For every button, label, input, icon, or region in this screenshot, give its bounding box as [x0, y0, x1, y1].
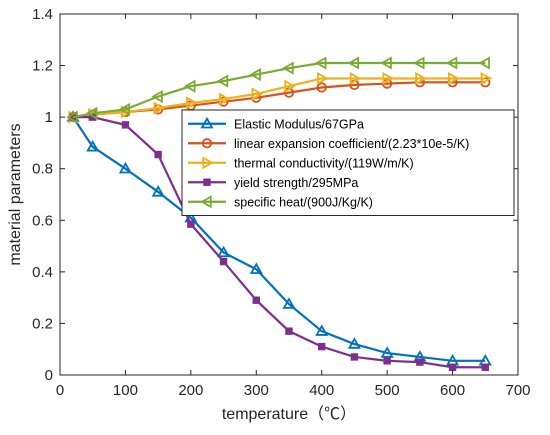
data-point — [252, 296, 260, 304]
data-point — [154, 150, 162, 159]
data-point — [314, 56, 327, 70]
x-tick-label: 400 — [309, 382, 334, 399]
y-tick-label: 0.6 — [32, 212, 53, 229]
data-point — [200, 116, 214, 129]
legend-item: Elastic Modulus/67GPa — [188, 116, 364, 131]
data-point — [317, 71, 329, 86]
x-tick-label: 700 — [505, 382, 530, 399]
data-point — [282, 297, 296, 309]
data-point — [383, 357, 391, 365]
data-point — [249, 262, 263, 274]
y-tick-label: 1.4 — [32, 6, 53, 23]
x-tick-label: 100 — [113, 382, 138, 399]
data-point — [219, 257, 228, 266]
x-tick-label: 300 — [244, 382, 269, 399]
legend-label: yield strength/295MPa — [234, 176, 358, 190]
data-point — [153, 101, 165, 115]
data-point — [218, 92, 231, 106]
data-point — [216, 74, 229, 88]
legend-item: linear expansion coefficient/(2.23*10e-5… — [188, 137, 469, 151]
data-point — [445, 56, 458, 70]
data-point — [448, 363, 457, 371]
data-point — [202, 156, 214, 170]
data-point — [121, 121, 130, 129]
data-point — [118, 161, 132, 174]
data-point — [186, 96, 198, 110]
data-point — [200, 195, 212, 209]
series — [66, 110, 492, 366]
data-point — [347, 337, 361, 349]
legend-label: Elastic Modulus/67GPa — [234, 117, 364, 131]
data-point — [415, 71, 427, 86]
data-point — [447, 71, 460, 86]
y-tick-label: 0.2 — [32, 315, 53, 332]
series — [66, 56, 490, 124]
data-point — [349, 71, 362, 86]
data-point — [285, 327, 293, 335]
data-point — [184, 79, 196, 93]
series-layer — [66, 56, 493, 371]
y-tick-label: 0.4 — [32, 264, 53, 281]
data-point — [118, 102, 131, 116]
y-tick-label: 1.2 — [32, 58, 53, 75]
legend-label: specific heat/(900J/Kg/K) — [234, 195, 373, 209]
data-point — [249, 68, 261, 82]
data-point — [380, 56, 392, 70]
y-tick-label: 1 — [45, 109, 53, 126]
legend: Elastic Modulus/67GPa linear expansion co… — [181, 109, 515, 216]
data-point — [478, 56, 490, 70]
data-point — [315, 324, 329, 336]
data-point — [416, 358, 424, 366]
data-point — [201, 138, 213, 149]
y-tick-label: 0 — [45, 367, 53, 384]
x-tick-label: 500 — [375, 382, 400, 399]
data-point — [318, 342, 326, 351]
data-point — [187, 220, 195, 228]
data-point — [151, 185, 165, 197]
data-point — [480, 71, 493, 86]
data-point — [251, 87, 264, 101]
series-line — [73, 116, 486, 369]
x-axis: 0 100 200 300 400 500 600 700 — [56, 14, 531, 399]
data-point — [382, 71, 394, 86]
data-point — [413, 56, 425, 70]
data-point — [217, 245, 231, 258]
legend-item: thermal conductivity/(119W/m/K) — [188, 156, 414, 170]
data-point — [86, 139, 100, 152]
x-tick-label: 0 — [56, 382, 64, 399]
series — [69, 113, 489, 371]
x-tick-label: 600 — [440, 382, 465, 399]
legend-item: yield strength/295MPa — [188, 176, 358, 190]
data-point — [347, 56, 360, 70]
legend-label: linear expansion coefficient/(2.23*10e-5… — [234, 137, 469, 151]
legend-box — [181, 109, 515, 216]
x-axis-title: temperature（℃） — [222, 405, 356, 423]
data-point — [350, 353, 359, 361]
y-tick-label: 0.8 — [32, 161, 53, 178]
y-axis: 0 0.2 0.4 0.6 0.8 1 1.2 1.4 — [32, 6, 518, 384]
data-point — [282, 61, 294, 75]
data-point — [85, 106, 98, 120]
data-point — [66, 110, 78, 124]
legend-label: thermal conductivity/(119W/m/K) — [234, 156, 414, 170]
data-point — [151, 89, 163, 104]
data-point — [380, 346, 394, 358]
data-point — [203, 178, 211, 186]
y-axis-title: material parameters — [7, 123, 24, 265]
legend-item: specific heat/(900J/Kg/K) — [188, 195, 373, 209]
data-point — [316, 82, 327, 93]
x-tick-label: 200 — [178, 382, 203, 399]
data-point — [284, 79, 296, 93]
data-point — [481, 363, 489, 371]
